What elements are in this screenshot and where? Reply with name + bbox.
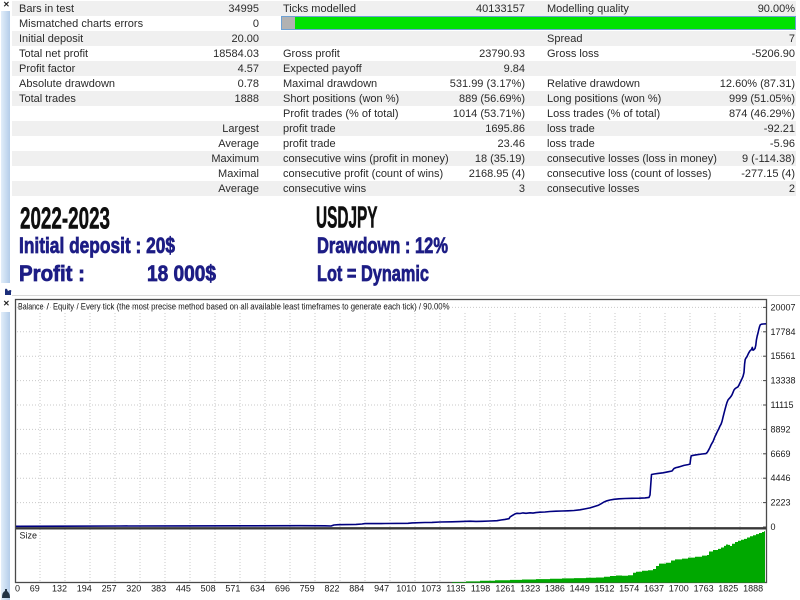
svg-text:2223: 2223 [771,498,791,508]
svg-text:822: 822 [324,584,339,594]
svg-text:320: 320 [126,584,141,594]
svg-text:1825: 1825 [718,584,738,594]
svg-text:1386: 1386 [545,584,565,594]
svg-text:8892: 8892 [771,424,791,434]
svg-text:884: 884 [349,584,364,594]
svg-text:571: 571 [225,584,240,594]
svg-text:69: 69 [30,584,40,594]
svg-text:0: 0 [771,522,776,532]
svg-text:11115: 11115 [771,400,794,410]
svg-text:1637: 1637 [644,584,664,594]
svg-text:/ Every tick (the most precise: / Every tick (the most precise method ba… [77,302,450,312]
svg-text:1198: 1198 [471,584,490,594]
svg-text:Lot = Dynamic: Lot = Dynamic [317,261,429,286]
svg-text:20007: 20007 [771,302,796,312]
svg-text:257: 257 [102,584,117,594]
svg-text:445: 445 [176,584,191,594]
svg-text:1763: 1763 [694,584,714,594]
svg-text:1512: 1512 [594,584,614,594]
svg-text:508: 508 [201,584,216,594]
svg-text:Size: Size [20,531,38,541]
svg-text:1135: 1135 [446,584,465,594]
svg-text:Balance: Balance [18,302,44,312]
svg-text:Drawdown : 12%: Drawdown : 12% [317,233,448,258]
svg-text:0: 0 [15,584,20,594]
svg-text:18 000$: 18 000$ [147,261,216,286]
svg-text:947: 947 [374,584,389,594]
svg-text:1574: 1574 [619,584,639,594]
svg-text:383: 383 [151,584,166,594]
svg-text:132: 132 [52,584,67,594]
svg-text:Initial deposit : 20$: Initial deposit : 20$ [19,233,175,258]
svg-text:6669: 6669 [771,449,791,459]
svg-text:13338: 13338 [771,376,796,386]
svg-text:Equity: Equity [53,302,74,312]
svg-text:194: 194 [77,584,92,594]
svg-text:1073: 1073 [421,584,441,594]
svg-text:/: / [47,302,50,312]
svg-text:1888: 1888 [743,584,763,594]
svg-text:1323: 1323 [520,584,540,594]
svg-text:2022-2023: 2022-2023 [20,201,110,236]
svg-text:Profit :: Profit : [19,261,85,286]
svg-text:17784: 17784 [771,327,796,337]
svg-text:USDJPY: USDJPY [316,200,378,235]
svg-text:1449: 1449 [570,584,590,594]
svg-text:4446: 4446 [771,473,791,483]
svg-text:15561: 15561 [771,351,796,361]
svg-text:696: 696 [275,584,290,594]
svg-text:634: 634 [250,584,265,594]
svg-text:1010: 1010 [396,584,416,594]
svg-text:1261: 1261 [495,584,515,594]
svg-text:759: 759 [300,584,315,594]
svg-text:1700: 1700 [669,584,689,594]
